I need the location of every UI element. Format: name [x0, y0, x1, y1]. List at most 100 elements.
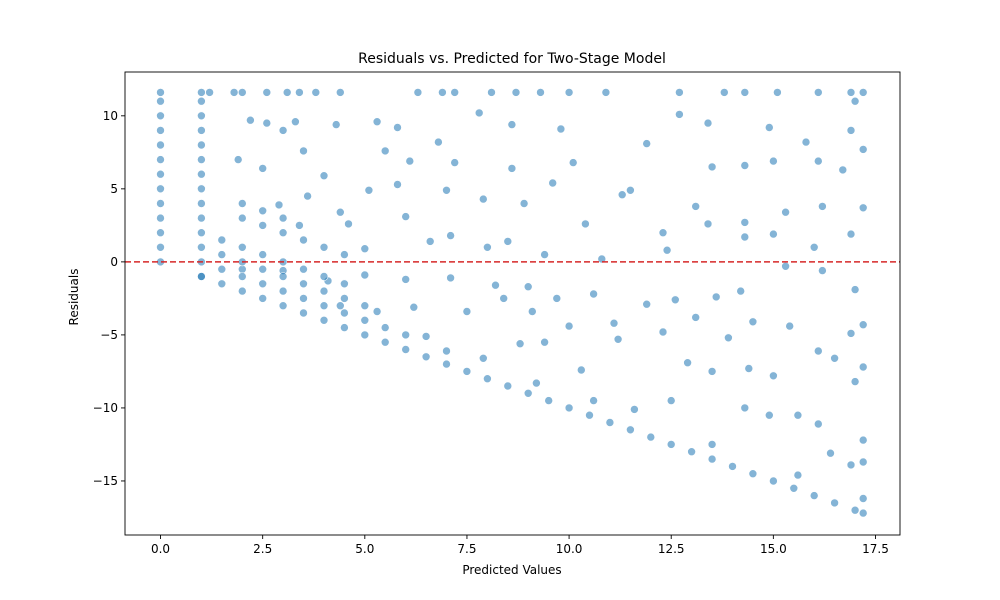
data-point: [626, 186, 635, 195]
data-point: [299, 294, 308, 303]
data-point: [764, 410, 774, 420]
data-point: [295, 88, 304, 97]
data-point: [850, 96, 860, 106]
data-point: [319, 286, 329, 296]
data-point: [826, 448, 835, 458]
data-point: [585, 410, 594, 420]
y-tick-label: 10: [103, 109, 118, 123]
data-point: [474, 108, 484, 118]
data-point: [858, 457, 868, 467]
data-point: [278, 301, 288, 311]
data-point: [675, 110, 684, 119]
data-point: [409, 302, 419, 312]
data-point: [670, 295, 680, 305]
data-point: [809, 243, 819, 252]
data-point: [748, 317, 758, 327]
data-point: [331, 120, 341, 129]
data-point: [503, 381, 513, 391]
data-point: [642, 139, 652, 148]
data-point: [156, 155, 165, 164]
data-point: [380, 323, 390, 332]
data-point: [197, 272, 206, 281]
x-tick-label: 15.0: [760, 542, 787, 556]
data-point: [335, 88, 345, 97]
data-point: [850, 377, 860, 386]
data-point: [781, 261, 790, 271]
data-point: [401, 330, 411, 340]
data-point: [299, 308, 308, 318]
data-point: [319, 272, 329, 281]
data-point: [703, 219, 713, 229]
data-point: [372, 307, 382, 316]
data-point: [589, 396, 598, 405]
data-point: [217, 235, 227, 245]
data-point: [446, 273, 455, 283]
data-point: [450, 158, 460, 167]
data-point: [303, 191, 312, 201]
data-point: [405, 156, 415, 166]
data-point: [515, 339, 525, 349]
data-point: [295, 221, 304, 230]
data-point: [793, 470, 803, 480]
data-point: [238, 88, 247, 97]
data-point: [217, 250, 227, 259]
chart-title: Residuals vs. Predicted for Two-Stage Mo…: [358, 51, 666, 67]
data-point: [238, 213, 247, 223]
data-point: [442, 186, 451, 195]
data-point: [666, 440, 676, 449]
data-point: [344, 219, 353, 229]
data-point: [523, 388, 533, 398]
data-point: [503, 237, 513, 246]
data-point: [258, 279, 268, 289]
data-point: [691, 313, 701, 322]
data-point: [818, 202, 827, 211]
data-point: [197, 169, 206, 179]
data-point: [197, 140, 206, 150]
data-point: [491, 280, 500, 290]
data-point: [740, 403, 750, 413]
data-point: [421, 332, 431, 341]
data-point: [360, 244, 370, 253]
data-point: [813, 419, 823, 429]
data-point: [740, 232, 750, 242]
data-point: [617, 190, 627, 199]
data-point: [519, 199, 529, 208]
data-point: [858, 435, 868, 445]
data-point: [548, 178, 558, 188]
plot-frame: [124, 71, 901, 536]
data-point: [507, 120, 517, 129]
x-tick-label: 2.5: [253, 542, 272, 556]
data-point: [450, 88, 460, 97]
data-point: [246, 115, 255, 125]
data-point: [511, 88, 521, 97]
data-point: [291, 117, 300, 126]
data-point: [691, 202, 701, 211]
data-point: [728, 462, 737, 471]
data-point: [258, 164, 268, 173]
data-point: [340, 323, 349, 332]
data-point: [527, 307, 537, 316]
data-point: [278, 272, 288, 281]
data-point: [156, 169, 165, 179]
y-tick-label: 5: [110, 182, 118, 196]
data-point: [462, 307, 472, 316]
data-point: [258, 294, 268, 303]
data-point: [360, 270, 370, 280]
data-point: [197, 88, 206, 97]
x-tick-label: 17.5: [862, 542, 889, 556]
data-point: [442, 346, 451, 356]
data-point: [707, 367, 717, 376]
data-point: [646, 432, 656, 442]
data-point: [442, 359, 451, 369]
data-point: [581, 219, 590, 229]
data-point: [769, 476, 778, 486]
data-point: [238, 199, 247, 208]
data-point: [258, 250, 268, 259]
data-point: [262, 88, 272, 97]
data-point: [340, 294, 349, 303]
data-point: [340, 250, 349, 259]
data-point: [801, 137, 811, 147]
data-point: [282, 88, 292, 97]
data-point: [217, 264, 227, 274]
data-point: [830, 498, 839, 508]
